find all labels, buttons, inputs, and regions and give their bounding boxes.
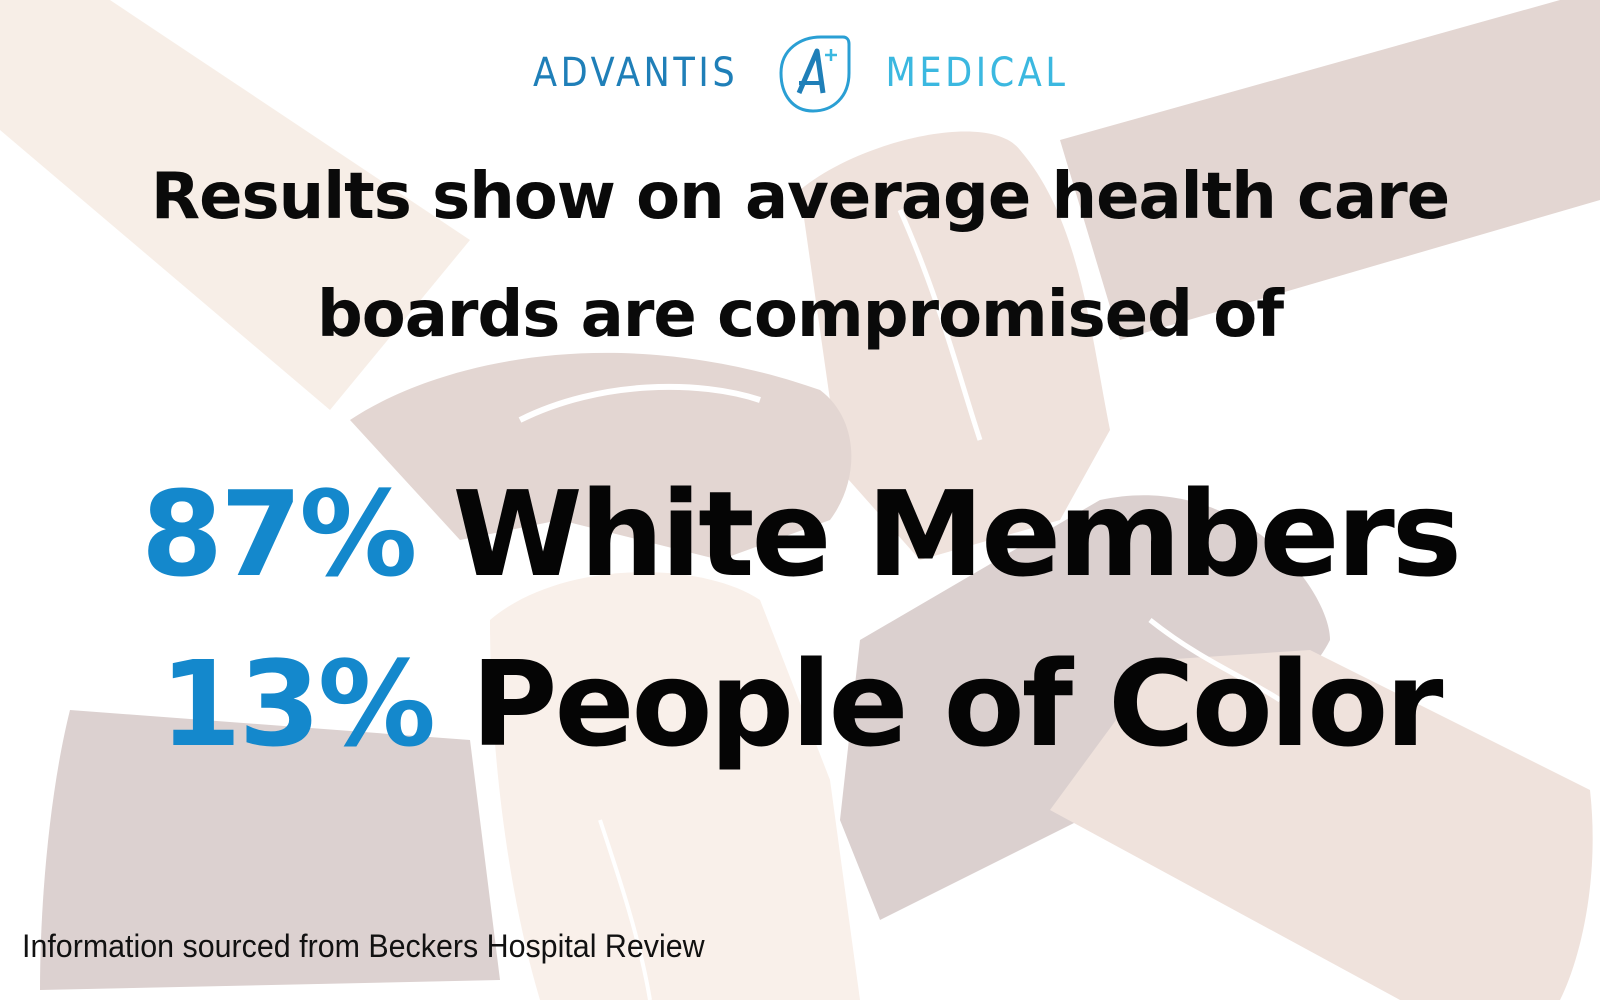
stat-people-of-color: 13% People of Color (0, 645, 1600, 763)
hand-shape-light-bottomright (1050, 650, 1593, 1000)
finger-line (518, 383, 761, 423)
hand-shape-gray-topright (1060, 0, 1600, 340)
finger-line (598, 819, 652, 1000)
brand-logo: ADVANTIS MEDICAL (0, 28, 1600, 118)
finger-line (897, 208, 983, 441)
hand-shape-gray-bottomleft (40, 710, 500, 990)
headline-line-1: Results show on average health care (150, 160, 1450, 234)
logo-text-medical: MEDICAL (885, 50, 1069, 96)
hand-shape-light-center (800, 131, 1110, 560)
logo-text-advantis: ADVANTIS (533, 50, 739, 96)
hand-shape-light-topleft (0, 0, 470, 410)
headline-line-2: boards are compromised of (316, 278, 1284, 352)
hand-shape-gray-right (840, 495, 1330, 920)
source-citation: Information sourced from Beckers Hospita… (22, 928, 705, 964)
finger-line (1148, 618, 1282, 703)
stat-white-members: 87% White Members (0, 475, 1600, 593)
advantis-a-plus-badge-icon (779, 35, 851, 113)
stat-percent: 13% (159, 635, 435, 773)
stat-percent: 87% (140, 465, 417, 603)
stat-label: People of Color (471, 635, 1443, 773)
hand-shape-light-bottom (490, 572, 860, 1000)
stat-label: White Members (452, 465, 1462, 603)
hand-shape-gray-center (350, 352, 852, 560)
